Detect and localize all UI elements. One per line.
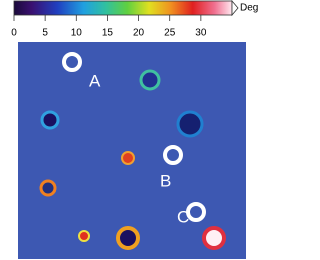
colorbar-ticks: 0 5 10 15 20 25 30: [11, 15, 207, 39]
colorbar-tick-label: 25: [164, 28, 176, 39]
crater: [42, 112, 58, 128]
site-a-label: A: [89, 71, 101, 90]
crater: [141, 71, 159, 89]
colorbar-tick-label: 15: [102, 28, 114, 39]
site-b-label: B: [160, 171, 171, 190]
figure: Deg 0 5 10 15 20 25 30 A B C: [0, 0, 258, 260]
colorbar-tick-label: 20: [133, 28, 145, 39]
colorbar-gradient: [14, 1, 232, 15]
crater: [79, 231, 89, 241]
crater: [118, 228, 138, 248]
crater: [204, 228, 224, 248]
colorbar-tick-label: 0: [11, 28, 17, 39]
colorbar-tick-label: 10: [71, 28, 83, 39]
site-c-label: C: [177, 207, 189, 226]
crater: [178, 112, 202, 136]
colorbar-label: Deg: [240, 3, 258, 14]
colorbar-tick-label: 30: [195, 28, 207, 39]
colorbar-arrow: [232, 1, 238, 15]
crater: [41, 181, 55, 195]
slope-map: [18, 42, 246, 259]
crater: [122, 152, 134, 164]
colorbar-tick-label: 5: [42, 28, 48, 39]
colorbar: Deg: [14, 1, 258, 15]
